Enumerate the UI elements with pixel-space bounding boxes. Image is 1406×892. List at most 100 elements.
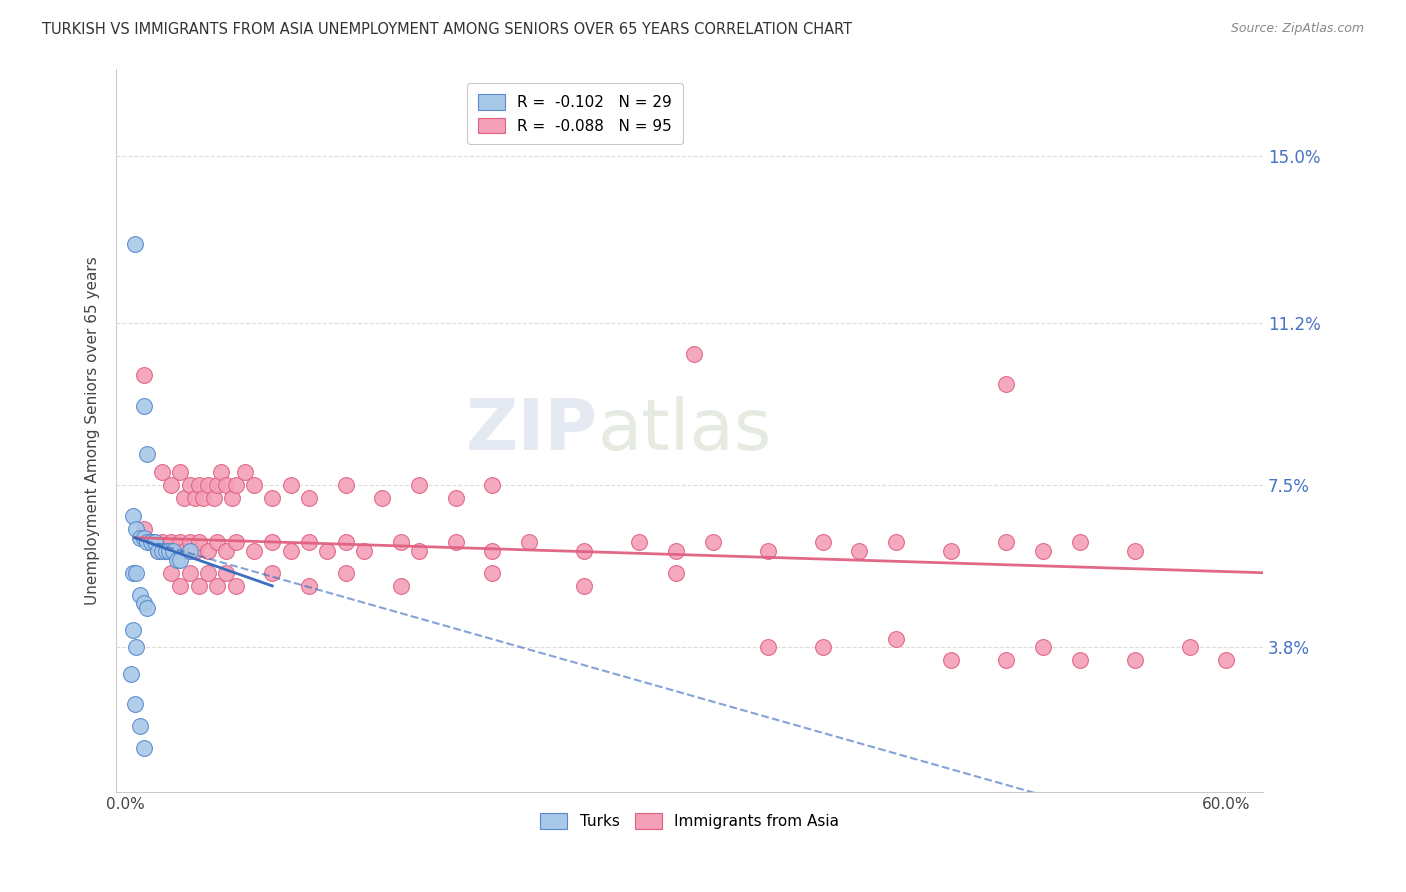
Point <box>136 600 159 615</box>
Point <box>389 579 412 593</box>
Point <box>191 491 214 506</box>
Point <box>1032 640 1054 655</box>
Point <box>408 478 430 492</box>
Point <box>756 640 779 655</box>
Point <box>173 491 195 506</box>
Point <box>1069 535 1091 549</box>
Point <box>1032 544 1054 558</box>
Point <box>848 544 870 558</box>
Point <box>205 579 228 593</box>
Point <box>811 535 834 549</box>
Point <box>702 535 724 549</box>
Point <box>150 535 173 549</box>
Point <box>221 491 243 506</box>
Point <box>298 579 321 593</box>
Point <box>125 522 148 536</box>
Point <box>298 535 321 549</box>
Point <box>209 465 232 479</box>
Point <box>197 478 219 492</box>
Point <box>243 544 266 558</box>
Point <box>169 579 191 593</box>
Point <box>169 552 191 566</box>
Point <box>225 478 247 492</box>
Point <box>481 566 503 580</box>
Point <box>995 653 1018 667</box>
Point <box>124 698 146 712</box>
Point <box>811 640 834 655</box>
Point <box>215 544 238 558</box>
Point <box>335 478 357 492</box>
Point <box>1069 653 1091 667</box>
Point <box>132 399 155 413</box>
Point <box>139 535 162 549</box>
Text: TURKISH VS IMMIGRANTS FROM ASIA UNEMPLOYMENT AMONG SENIORS OVER 65 YEARS CORRELA: TURKISH VS IMMIGRANTS FROM ASIA UNEMPLOY… <box>42 22 852 37</box>
Point <box>187 478 209 492</box>
Y-axis label: Unemployment Among Seniors over 65 years: Unemployment Among Seniors over 65 years <box>86 256 100 605</box>
Point <box>143 535 166 549</box>
Legend: Turks, Immigrants from Asia: Turks, Immigrants from Asia <box>534 806 845 835</box>
Point <box>995 377 1018 392</box>
Point <box>121 508 143 523</box>
Point <box>225 535 247 549</box>
Point <box>129 531 152 545</box>
Point <box>243 478 266 492</box>
Point <box>202 491 225 506</box>
Point <box>125 566 148 580</box>
Point <box>179 544 201 558</box>
Point <box>205 535 228 549</box>
Point <box>298 491 321 506</box>
Point <box>215 478 238 492</box>
Point <box>132 522 155 536</box>
Point <box>155 544 177 558</box>
Point <box>481 544 503 558</box>
Point <box>665 566 688 580</box>
Point <box>187 579 209 593</box>
Point <box>335 566 357 580</box>
Point <box>121 623 143 637</box>
Point <box>756 544 779 558</box>
Point <box>683 346 706 360</box>
Point <box>125 640 148 655</box>
Point <box>628 535 651 549</box>
Point <box>939 653 962 667</box>
Point <box>179 566 201 580</box>
Point <box>136 447 159 461</box>
Point <box>1178 640 1201 655</box>
Point <box>148 544 170 558</box>
Point <box>132 368 155 383</box>
Point <box>1123 653 1146 667</box>
Point <box>233 465 256 479</box>
Point <box>444 535 467 549</box>
Point <box>389 535 412 549</box>
Point <box>280 478 302 492</box>
Text: Source: ZipAtlas.com: Source: ZipAtlas.com <box>1230 22 1364 36</box>
Text: ZIP: ZIP <box>465 396 598 465</box>
Point <box>173 544 195 558</box>
Point <box>166 552 188 566</box>
Point <box>371 491 394 506</box>
Point <box>148 544 170 558</box>
Point <box>132 741 155 756</box>
Point <box>481 478 503 492</box>
Point <box>262 535 284 549</box>
Point <box>262 566 284 580</box>
Point <box>335 535 357 549</box>
Point <box>162 544 184 558</box>
Point <box>132 596 155 610</box>
Point <box>884 535 907 549</box>
Point <box>132 531 155 545</box>
Point <box>179 478 201 492</box>
Point <box>169 465 191 479</box>
Point <box>280 544 302 558</box>
Point <box>225 579 247 593</box>
Point <box>316 544 339 558</box>
Point <box>353 544 375 558</box>
Point <box>160 478 183 492</box>
Point <box>120 666 142 681</box>
Point <box>150 544 173 558</box>
Point <box>408 544 430 558</box>
Point <box>142 535 165 549</box>
Point <box>159 544 181 558</box>
Point <box>187 535 209 549</box>
Point <box>150 465 173 479</box>
